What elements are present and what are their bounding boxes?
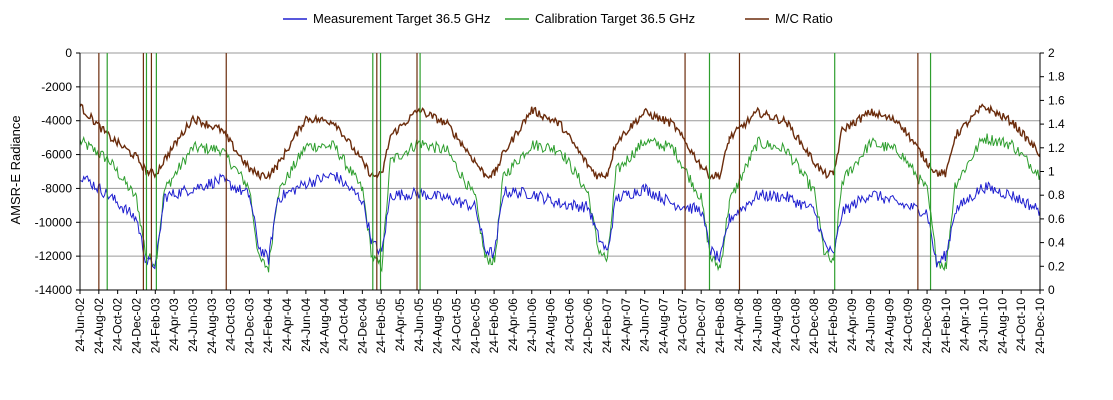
x-tick-label: 24-Aug-07 bbox=[657, 298, 671, 354]
y2-tick-label: 1.8 bbox=[1048, 70, 1065, 84]
y2-tick-label: 1.6 bbox=[1048, 93, 1065, 107]
x-tick-label: 24-Oct-03 bbox=[224, 298, 238, 352]
x-tick-label: 24-Aug-03 bbox=[205, 298, 219, 354]
x-tick-label: 24-Dec-06 bbox=[581, 298, 595, 354]
series-line-1 bbox=[80, 133, 1040, 273]
y-tick-label: -10000 bbox=[35, 215, 73, 229]
y2-axis-ticks: 2 1.8 1.6 1.4 1.2 1 0.8 0.6 0.4 0.2 0 bbox=[1040, 46, 1065, 297]
series-line-2 bbox=[80, 103, 1040, 181]
y-tick-label: -4000 bbox=[41, 114, 72, 128]
x-tick-label: 24-Apr-04 bbox=[280, 298, 294, 352]
x-tick-label: 24-Aug-08 bbox=[769, 298, 783, 354]
y2-tick-label: 1 bbox=[1048, 165, 1055, 179]
legend-item-2: M/C Ratio bbox=[745, 11, 833, 26]
x-tick-label: 24-Dec-04 bbox=[355, 298, 369, 354]
x-tick-label: 24-Feb-07 bbox=[600, 298, 614, 354]
x-tick-label: 24-Feb-03 bbox=[148, 298, 162, 354]
x-tick-label: 24-Aug-05 bbox=[431, 298, 445, 354]
x-tick-label: 24-Oct-02 bbox=[111, 298, 125, 352]
y2-tick-label: 1.4 bbox=[1048, 117, 1065, 131]
y-tick-label: -8000 bbox=[41, 181, 72, 195]
y2-tick-label: 2 bbox=[1048, 46, 1055, 60]
x-tick-label: 24-Dec-10 bbox=[1033, 298, 1047, 354]
legend-label: Measurement Target 36.5 GHz bbox=[313, 11, 491, 26]
y-tick-label: -2000 bbox=[41, 80, 72, 94]
x-axis-ticks: 24-Jun-02 24-Aug-02 24-Oct-02 24-Dec-02 24-F… bbox=[73, 290, 1047, 354]
y-tick-label: -12000 bbox=[35, 249, 73, 263]
x-tick-label: 24-Dec-03 bbox=[242, 298, 256, 354]
y2-tick-label: 0.6 bbox=[1048, 212, 1065, 226]
y2-tick-label: 0.4 bbox=[1048, 236, 1065, 250]
x-tick-label: 24-Jun-08 bbox=[751, 298, 765, 352]
x-tick-label: 24-Apr-03 bbox=[167, 298, 181, 352]
y-axis-title: AMSR-E Radiance bbox=[8, 115, 23, 224]
x-tick-label: 24-Jun-05 bbox=[412, 298, 426, 352]
y2-tick-label: 0 bbox=[1048, 283, 1055, 297]
x-tick-label: 24-Feb-08 bbox=[713, 298, 727, 354]
x-tick-label: 24-Aug-02 bbox=[92, 298, 106, 354]
y2-tick-label: 0.8 bbox=[1048, 188, 1065, 202]
y-tick-label: -6000 bbox=[41, 148, 72, 162]
x-tick-label: 24-Apr-09 bbox=[845, 298, 859, 352]
x-tick-label: 24-Apr-07 bbox=[619, 298, 633, 352]
x-tick-label: 24-Aug-06 bbox=[544, 298, 558, 354]
legend: Measurement Target 36.5 GHz Calibration T… bbox=[283, 11, 833, 26]
legend-label: Calibration Target 36.5 GHz bbox=[535, 11, 695, 26]
x-tick-label: 24-Aug-10 bbox=[995, 298, 1009, 354]
x-tick-label: 24-Jun-10 bbox=[977, 298, 991, 352]
legend-label: M/C Ratio bbox=[775, 11, 833, 26]
x-tick-label: 24-Oct-09 bbox=[901, 298, 915, 352]
x-tick-label: 24-Apr-08 bbox=[732, 298, 746, 352]
x-tick-label: 24-Jun-09 bbox=[864, 298, 878, 352]
x-tick-label: 24-Oct-07 bbox=[675, 298, 689, 352]
x-tick-label: 24-Apr-10 bbox=[958, 298, 972, 352]
gridlines bbox=[80, 52, 1040, 291]
x-tick-label: 24-Feb-05 bbox=[374, 298, 388, 354]
x-tick-label: 24-Apr-05 bbox=[393, 298, 407, 352]
y-tick-label: 0 bbox=[65, 46, 72, 60]
x-tick-label: 24-Dec-07 bbox=[694, 298, 708, 354]
x-tick-label: 24-Dec-05 bbox=[468, 298, 482, 354]
x-tick-label: 24-Jun-02 bbox=[73, 298, 87, 352]
x-tick-label: 24-Jun-07 bbox=[638, 298, 652, 352]
axes bbox=[79, 53, 1041, 291]
x-tick-label: 24-Oct-04 bbox=[337, 298, 351, 352]
x-tick-label: 24-Oct-08 bbox=[788, 298, 802, 352]
x-tick-label: 24-Feb-04 bbox=[261, 298, 275, 354]
y-tick-label: -14000 bbox=[35, 283, 73, 297]
x-tick-label: 24-Dec-09 bbox=[920, 298, 934, 354]
legend-item-0: Measurement Target 36.5 GHz bbox=[283, 11, 491, 26]
x-tick-label: 24-Jun-06 bbox=[525, 298, 539, 352]
x-tick-label: 24-Oct-06 bbox=[562, 298, 576, 352]
x-tick-label: 24-Aug-09 bbox=[882, 298, 896, 354]
x-tick-label: 24-Jun-03 bbox=[186, 298, 200, 352]
plot-area bbox=[80, 53, 1040, 290]
x-tick-label: 24-Jun-04 bbox=[299, 298, 313, 352]
x-tick-label: 24-Dec-08 bbox=[807, 298, 821, 354]
x-tick-label: 24-Apr-06 bbox=[506, 298, 520, 352]
x-tick-label: 24-Oct-10 bbox=[1014, 298, 1028, 352]
y2-tick-label: 1.2 bbox=[1048, 141, 1065, 155]
x-tick-label: 24-Feb-10 bbox=[939, 298, 953, 354]
y-axis-ticks: 0 -2000 -4000 -6000 -8000 -10000 -12000 -14000 bbox=[35, 46, 80, 297]
x-tick-label: 24-Feb-09 bbox=[826, 298, 840, 354]
legend-item-1: Calibration Target 36.5 GHz bbox=[505, 11, 695, 26]
x-tick-label: 24-Aug-04 bbox=[318, 298, 332, 354]
x-tick-label: 24-Feb-06 bbox=[487, 298, 501, 354]
y2-tick-label: 0.2 bbox=[1048, 259, 1065, 273]
series-line-0 bbox=[80, 172, 1040, 270]
x-tick-label: 24-Dec-02 bbox=[129, 298, 143, 354]
x-tick-label: 24-Oct-05 bbox=[449, 298, 463, 352]
